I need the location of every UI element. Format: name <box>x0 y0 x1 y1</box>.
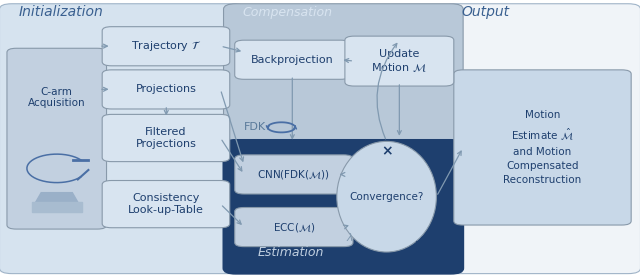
Text: Backprojection: Backprojection <box>251 55 333 65</box>
Ellipse shape <box>337 141 436 252</box>
FancyBboxPatch shape <box>102 180 230 228</box>
Text: Compensation: Compensation <box>242 6 332 19</box>
Text: ×: × <box>381 144 392 158</box>
FancyBboxPatch shape <box>102 27 230 66</box>
Text: Initialization: Initialization <box>18 5 103 19</box>
FancyBboxPatch shape <box>345 36 454 86</box>
Text: Consistency
Look-up-Table: Consistency Look-up-Table <box>128 193 204 215</box>
FancyBboxPatch shape <box>235 155 353 194</box>
Text: ✓: ✓ <box>414 234 426 248</box>
Text: Estimation: Estimation <box>258 246 324 259</box>
FancyBboxPatch shape <box>102 114 230 162</box>
FancyBboxPatch shape <box>0 4 245 274</box>
Text: Filtered
Projections: Filtered Projections <box>136 127 196 149</box>
Text: Convergence?: Convergence? <box>349 192 424 202</box>
Text: Motion
Estimate $\hat{\mathcal{M}}$
and Motion
Compensated
Reconstruction: Motion Estimate $\hat{\mathcal{M}}$ and … <box>504 110 582 185</box>
Text: Projections: Projections <box>136 84 196 94</box>
FancyBboxPatch shape <box>444 4 640 274</box>
Text: C-arm
Acquisition: C-arm Acquisition <box>28 87 86 108</box>
Text: CNN(FDK($\mathcal{M}$)): CNN(FDK($\mathcal{M}$)) <box>257 168 330 181</box>
FancyBboxPatch shape <box>223 140 463 274</box>
Polygon shape <box>32 202 82 211</box>
Polygon shape <box>35 193 79 204</box>
Text: FDK: FDK <box>243 122 266 131</box>
FancyBboxPatch shape <box>454 70 631 225</box>
Text: Output: Output <box>461 5 509 19</box>
FancyBboxPatch shape <box>235 40 350 79</box>
FancyBboxPatch shape <box>102 70 230 109</box>
FancyBboxPatch shape <box>235 208 353 247</box>
FancyBboxPatch shape <box>223 4 463 150</box>
Text: Trajectory $\mathcal{T}$: Trajectory $\mathcal{T}$ <box>131 39 201 53</box>
Text: ECC($\mathcal{M}$): ECC($\mathcal{M}$) <box>273 221 315 233</box>
Text: Update
Motion $\mathcal{M}$: Update Motion $\mathcal{M}$ <box>371 49 428 73</box>
Text: $\lambda$: $\lambda$ <box>346 231 354 243</box>
FancyBboxPatch shape <box>7 48 106 229</box>
